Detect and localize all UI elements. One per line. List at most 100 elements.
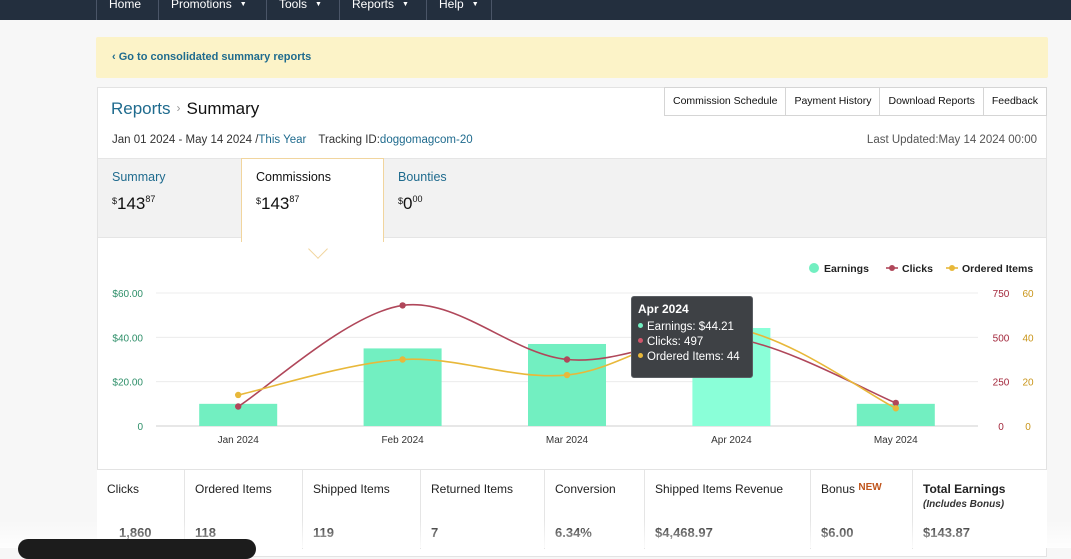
clicks-point (563, 356, 571, 363)
clicks-point (399, 302, 406, 309)
clicks-point (235, 403, 242, 410)
stat-label: Conversion (555, 482, 616, 496)
caret-down-icon: ▼ (402, 1, 409, 8)
earnings-bar (199, 403, 278, 426)
earnings-dot-icon (638, 323, 643, 328)
caret-down-icon: ▼ (471, 1, 479, 8)
nav-tools[interactable]: Tools ▼ (266, 0, 334, 20)
tooltip-clicks-row: Clicks: 497 (638, 336, 746, 348)
tooltip-ordered-row: Ordered Items: 44 (638, 351, 746, 363)
this-year-link[interactable]: This Year (258, 134, 307, 146)
top-navigation: Home Promotions ▼ Tools ▼ Reports ▼ Help ▼ (0, 0, 1071, 20)
left-axis-tick: $20.00 (112, 378, 143, 389)
stat-value: 6.34% (555, 525, 592, 540)
chart-tooltip: Apr 2024 Earnings: $44.21 Clicks: 497 Or… (631, 296, 753, 378)
earnings-bars (199, 328, 935, 426)
commission-schedule-button[interactable]: Commission Schedule (663, 87, 787, 116)
right-axis-ordered-tick: 60 (1022, 289, 1034, 300)
legend-earnings-marker-icon (809, 263, 819, 273)
nav-help[interactable]: Help ▼ (426, 0, 492, 20)
clicks-dot-icon (638, 338, 643, 343)
earnings-bar (528, 343, 606, 426)
overlay-pill (18, 539, 256, 559)
left-axis-tick: $60.00 (112, 289, 143, 300)
consolidated-banner: ‹ Go to consolidated summary reports (96, 37, 1048, 78)
stat-shipped-revenue: Shipped Items Revenue $4,468.97 (645, 470, 811, 549)
nav-reports-label: Reports (352, 0, 395, 11)
tab-commissions[interactable]: Commissions $14387 (241, 158, 384, 242)
nav-home[interactable]: Home (96, 0, 153, 20)
download-reports-button[interactable]: Download Reports (879, 87, 984, 116)
breadcrumb: Reports › Summary (111, 99, 259, 119)
legend-label: Ordered Items (962, 263, 1033, 275)
stat-value: $143.87 (923, 525, 970, 540)
summary-tabs: Summary $14387 Commissions $14387 Bounti… (98, 158, 1046, 242)
ordered-dot-icon (638, 353, 643, 358)
ordered-items-point (563, 371, 571, 379)
last-updated: Last Updated:May 14 2024 00:00 (866, 134, 1037, 146)
chart-axes: 0 $20.00 $40.00 $60.00 0 250 500 750 0 20 40 60 Jan … (112, 289, 1034, 446)
right-axis-ordered-tick: 20 (1022, 378, 1034, 389)
amount-cents: 87 (289, 194, 300, 204)
new-badge: NEW (858, 482, 882, 493)
stat-label: Returned Items (431, 482, 514, 496)
legend-point-marker-icon (949, 265, 955, 271)
stats-row: Clicks 1,860 Ordered Items 118 Shipped Ite… (97, 469, 1047, 549)
stat-sub-label: (Includes Bonus) (923, 499, 1005, 510)
breadcrumb-reports-link[interactable]: Reports (111, 99, 171, 118)
tab-commissions-label: Commissions (256, 170, 332, 184)
tab-bounties-amount: $000 (398, 194, 423, 214)
chart-lines (235, 302, 899, 412)
stat-conversion: Conversion 6.34% (545, 470, 645, 549)
clicks-point (892, 399, 899, 407)
stat-returned-items: Returned Items 7 (421, 470, 545, 549)
stat-label: Shipped Items Revenue (655, 482, 784, 496)
tab-summary[interactable]: Summary $14387 (98, 159, 241, 239)
tab-commissions-amount: $14387 (256, 194, 299, 214)
legend-point-marker-icon (889, 265, 895, 271)
stat-label: Clicks (107, 482, 139, 496)
tab-summary-label: Summary (112, 170, 166, 184)
amount-whole: 0 (403, 194, 413, 213)
stat-label: Ordered Items (195, 482, 272, 496)
left-axis-tick: $40.00 (112, 333, 143, 344)
date-range: Jan 01 2024 - May 14 2024 / (112, 134, 259, 146)
consolidated-summary-link[interactable]: ‹ Go to consolidated summary reports (112, 51, 312, 63)
tracking-id-dropdown[interactable]: doggomagcom-20 (379, 134, 473, 146)
stat-value: 118 (195, 525, 216, 540)
page-title: Summary (186, 99, 260, 118)
right-axis-clicks-tick: 750 (993, 289, 1010, 300)
amount-cents: 87 (145, 194, 156, 204)
tab-summary-amount: $14387 (112, 194, 155, 214)
currency-sign: $ (112, 196, 118, 206)
ordered-items-point (235, 391, 242, 399)
currency-sign: $ (398, 196, 404, 206)
stat-label: Bonus NEW (821, 482, 902, 496)
tooltip-earnings-row: Earnings: $44.21 (638, 321, 746, 333)
stat-label: Total Earnings (923, 482, 1006, 496)
chart-legend: Earnings Clicks Ordered Items (809, 263, 1033, 275)
stat-value: 7 (431, 525, 439, 540)
x-axis-tick: Jan 2024 (218, 435, 260, 446)
tooltip-title: Apr 2024 (638, 302, 689, 316)
amount-cents: 00 (412, 194, 423, 204)
nav-help-label: Help (439, 0, 464, 11)
caret-down-icon: ▼ (315, 1, 322, 8)
stat-value: $4,468.97 (655, 525, 713, 540)
feedback-button[interactable]: Feedback (982, 87, 1047, 116)
nav-tools-label: Tools (279, 0, 308, 11)
payment-history-button[interactable]: Payment History (785, 87, 881, 116)
stat-value: 119 (313, 525, 334, 540)
right-axis-ordered-tick: 0 (1025, 422, 1031, 433)
nav-reports[interactable]: Reports ▼ (339, 0, 421, 20)
report-links: Commission Schedule Payment History Down… (663, 87, 1047, 116)
bonus-label: Bonus (821, 482, 856, 496)
x-axis-tick: Mar 2024 (546, 435, 589, 446)
right-axis-ordered-tick: 40 (1022, 333, 1034, 344)
ordered-items-point (399, 356, 406, 363)
tab-bounties[interactable]: Bounties $000 (384, 159, 527, 239)
right-axis-clicks-tick: 250 (993, 378, 1010, 389)
nav-promotions[interactable]: Promotions ▼ (158, 0, 259, 20)
caret-down-icon: ▼ (239, 1, 247, 8)
legend-label: Earnings (824, 263, 869, 275)
